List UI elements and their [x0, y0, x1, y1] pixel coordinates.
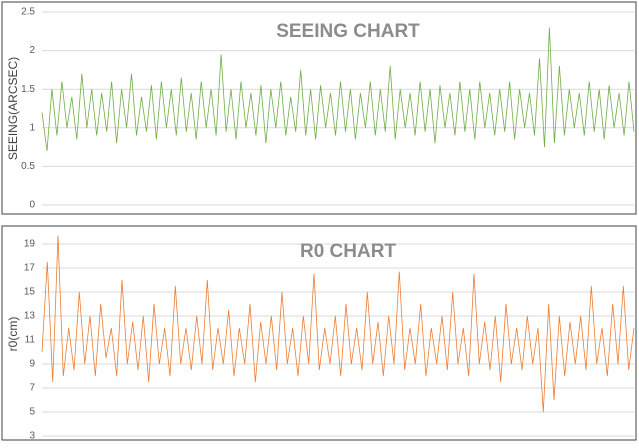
chart-title: SEEING CHART — [276, 21, 420, 42]
series-line — [41, 235, 635, 413]
chart-frame — [1, 1, 637, 215]
y-tick-label: 5 — [29, 407, 35, 418]
y-tick-label: 1 — [29, 122, 35, 133]
series-line — [41, 27, 635, 152]
y-tick-label: 0 — [29, 200, 35, 211]
y-tick-label: 9 — [29, 359, 35, 370]
y-axis-label: r0(cm) — [6, 317, 20, 352]
y-tick-label: 15 — [24, 287, 36, 298]
chart-frame — [1, 225, 637, 441]
y-axis-label: SEEING(ARCSEC) — [6, 57, 20, 160]
y-tick-label: 3 — [29, 431, 35, 442]
chart-title: R0 CHART — [300, 241, 396, 262]
y-tick-label: 2 — [29, 45, 35, 56]
y-tick-label: 11 — [25, 335, 36, 346]
y-tick-label: 17 — [24, 263, 36, 274]
y-tick-label: 19 — [24, 239, 36, 250]
y-tick-label: 13 — [24, 311, 36, 322]
y-tick-label: 7 — [29, 383, 35, 394]
y-tick-label: 1.5 — [21, 84, 35, 95]
y-tick-label: 0.5 — [21, 161, 35, 172]
y-tick-label: 2.5 — [21, 7, 35, 18]
